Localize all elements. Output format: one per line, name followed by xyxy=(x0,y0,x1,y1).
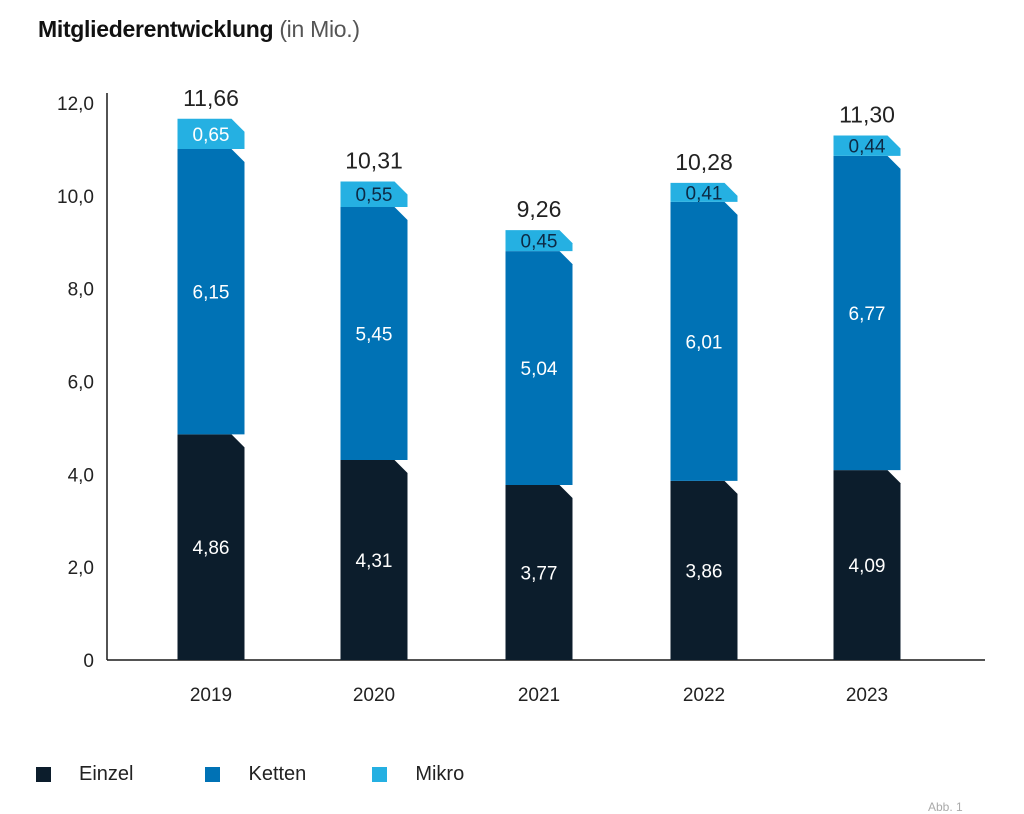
y-tick-label: 10,0 xyxy=(57,187,94,208)
bar-segment-mikro-2019 xyxy=(177,118,245,149)
bar-segment-ketten-2020 xyxy=(340,206,408,460)
chart-title-unit: (in Mio.) xyxy=(279,16,360,42)
legend-label-ketten: Ketten xyxy=(248,763,307,785)
total-label-2023: 11,30 xyxy=(839,101,895,127)
total-label-2022: 10,28 xyxy=(675,149,733,175)
data-label-einzel-2020: 4,31 xyxy=(356,551,393,572)
y-tick-label: 4,0 xyxy=(68,465,94,486)
chart-title: Mitgliederentwicklung (in Mio.) xyxy=(38,16,360,43)
total-label-2020: 10,31 xyxy=(345,147,403,173)
data-label-ketten-2020: 5,45 xyxy=(356,324,393,345)
legend-item-ketten: Ketten xyxy=(205,763,306,786)
x-tick-label-2023: 2023 xyxy=(846,685,888,706)
y-tick-label: 6,0 xyxy=(68,373,94,394)
bar-segment-ketten-2023 xyxy=(833,155,901,471)
y-tick-label: 0 xyxy=(83,651,94,672)
data-label-einzel-2022: 3,86 xyxy=(686,561,723,582)
legend-label-einzel: Einzel xyxy=(79,763,134,785)
data-label-ketten-2021: 5,04 xyxy=(521,359,558,380)
bar-segment-mikro-2022 xyxy=(670,182,738,202)
legend-swatch-ketten xyxy=(205,767,221,782)
bar-segment-einzel-2019 xyxy=(177,434,245,660)
legend-swatch-mikro xyxy=(372,767,388,782)
legend-swatch-einzel xyxy=(36,767,51,782)
data-label-ketten-2022: 6,01 xyxy=(686,332,723,353)
figure-footnote: Abb. 1 xyxy=(928,800,963,814)
bar-segment-ketten-2022 xyxy=(670,201,738,481)
y-tick-label: 12,0 xyxy=(57,94,94,115)
chart-title-main: Mitgliederentwicklung xyxy=(38,16,274,42)
bar-segment-ketten-2019 xyxy=(177,148,245,435)
data-label-mikro-2021: 0,45 xyxy=(521,232,558,253)
data-label-einzel-2021: 3,77 xyxy=(521,564,558,585)
x-tick-label-2021: 2021 xyxy=(518,685,560,706)
data-label-ketten-2023: 6,77 xyxy=(849,304,886,325)
y-tick-label: 8,0 xyxy=(68,280,94,301)
y-tick-label: 2,0 xyxy=(68,558,94,579)
data-label-einzel-2019: 4,86 xyxy=(193,538,230,559)
bar-segment-einzel-2023 xyxy=(833,470,901,660)
data-label-mikro-2020: 0,55 xyxy=(356,185,393,206)
bar-segment-einzel-2022 xyxy=(670,480,738,660)
chart-legend: Einzel Ketten Mikro xyxy=(36,763,464,786)
total-label-2019: 11,66 xyxy=(183,85,239,111)
bar-segment-mikro-2020 xyxy=(340,181,408,207)
data-label-mikro-2023: 0,44 xyxy=(849,137,886,158)
legend-item-einzel: Einzel xyxy=(36,763,133,786)
bar-segment-einzel-2020 xyxy=(340,459,408,660)
bar-segment-mikro-2023 xyxy=(833,135,901,156)
x-tick-label-2019: 2019 xyxy=(190,685,232,706)
data-label-einzel-2023: 4,09 xyxy=(849,556,886,577)
bar-segment-mikro-2021 xyxy=(505,230,573,252)
data-label-ketten-2019: 6,15 xyxy=(193,283,230,304)
x-tick-label-2022: 2022 xyxy=(683,685,725,706)
data-label-mikro-2019: 0,65 xyxy=(193,125,230,146)
stacked-bar-chart: 0 2,0 4,0 6,0 8,0 10,0 12,0 4,86 6,15 0,65 11,66 20… xyxy=(57,85,985,706)
bar-segment-ketten-2021 xyxy=(505,251,573,486)
x-tick-label-2020: 2020 xyxy=(353,685,395,706)
bar-segment-einzel-2021 xyxy=(505,485,573,660)
total-label-2021: 9,26 xyxy=(517,196,562,222)
legend-label-mikro: Mikro xyxy=(415,763,465,785)
data-label-mikro-2022: 0,41 xyxy=(686,183,723,204)
legend-item-mikro: Mikro xyxy=(372,763,464,786)
